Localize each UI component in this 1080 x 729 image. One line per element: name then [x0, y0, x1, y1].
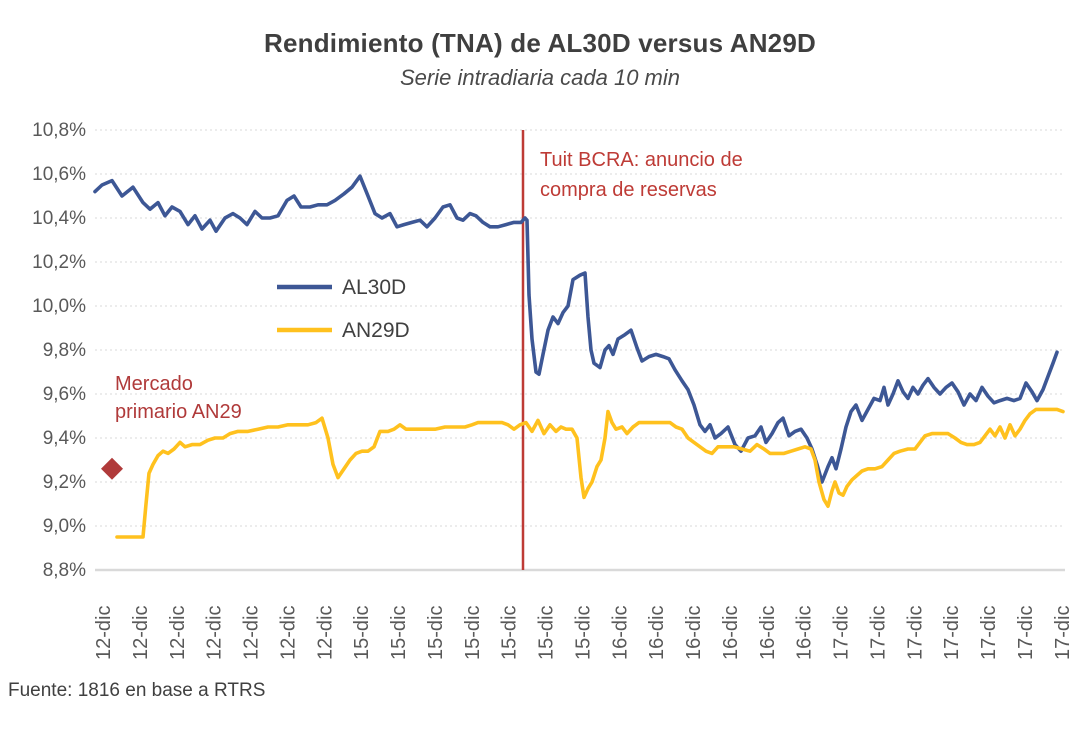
x-axis-label: 15-dic	[572, 606, 594, 660]
x-axis-label: 12-dic	[277, 606, 299, 660]
source-note: Fuente: 1816 en base a RTRS	[8, 680, 266, 701]
x-axis-label: 16-dic	[683, 606, 705, 660]
event-annotation: compra de reservas	[540, 179, 717, 201]
legend-label-an29d: AN29D	[342, 319, 410, 342]
x-axis-label: 17-dic	[831, 606, 853, 660]
x-axis-label: 17-dic	[904, 606, 926, 660]
y-axis-label: 9,2%	[43, 472, 86, 493]
x-axis-label: 16-dic	[757, 606, 779, 660]
primary-market-marker	[101, 457, 123, 480]
legend-label-al30d: AL30D	[342, 276, 406, 299]
y-axis-label: 10,8%	[32, 120, 86, 141]
x-axis-label: 15-dic	[536, 606, 558, 660]
x-axis-label: 12-dic	[93, 606, 115, 660]
x-axis-label: 15-dic	[462, 606, 484, 660]
primary-market-label: Mercado	[115, 373, 193, 395]
primary-market-label: primario AN29	[115, 401, 242, 423]
an29d-line	[115, 407, 1065, 539]
x-axis-label: 12-dic	[130, 606, 152, 660]
x-axis-label: 16-dic	[794, 606, 816, 660]
y-axis-label: 10,4%	[32, 208, 86, 229]
y-axis-label: 9,8%	[43, 340, 86, 361]
x-axis-label: 17-dic	[978, 606, 1000, 660]
x-axis-label: 16-dic	[609, 606, 631, 660]
x-axis-label: 16-dic	[720, 606, 742, 660]
x-axis-label: 12-dic	[241, 606, 263, 660]
al30d-line	[93, 174, 1059, 484]
x-axis-label: 12-dic	[204, 606, 226, 660]
y-axis-label: 8,8%	[43, 560, 86, 581]
x-axis-label: 15-dic	[425, 606, 447, 660]
x-axis-label: 17-dic	[1015, 606, 1037, 660]
x-axis-label: 15-dic	[388, 606, 410, 660]
x-axis-label: 12-dic	[314, 606, 336, 660]
y-axis-label: 10,6%	[32, 164, 86, 185]
y-axis-label: 9,0%	[43, 516, 86, 537]
x-axis-label: 17-dic	[941, 606, 963, 660]
y-axis-label: 10,0%	[32, 296, 86, 317]
x-axis-label: 15-dic	[351, 606, 373, 660]
x-axis-label: 17-dic	[1052, 606, 1074, 660]
y-axis-label: 9,4%	[43, 428, 86, 449]
x-axis-label: 12-dic	[167, 606, 189, 660]
y-axis-label: 10,2%	[32, 252, 86, 273]
x-axis-label: 17-dic	[867, 606, 889, 660]
event-annotation: Tuit BCRA: anuncio de	[540, 149, 743, 171]
x-axis-label: 16-dic	[646, 606, 668, 660]
y-axis-label: 9,6%	[43, 384, 86, 405]
x-axis-label: 15-dic	[499, 606, 521, 660]
